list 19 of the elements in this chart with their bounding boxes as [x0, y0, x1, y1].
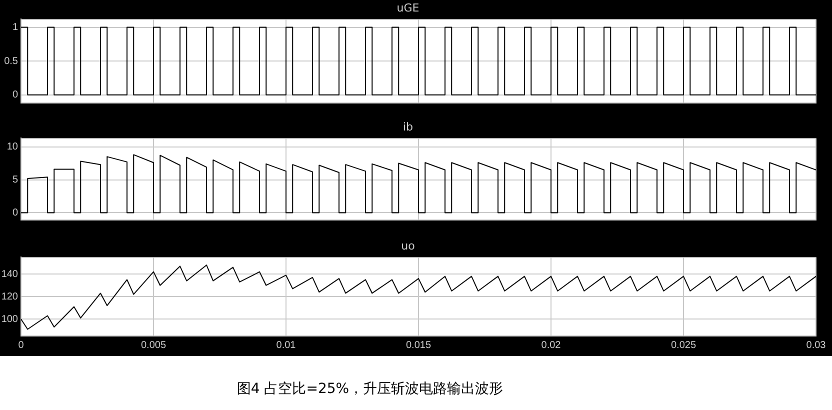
y-tick-label: 5	[12, 174, 18, 186]
caption: 图4 占空比=25%，升压斩波电路输出波形	[236, 380, 504, 398]
x-tick-label: 0.015	[406, 340, 432, 351]
x-tick-label: 0.01	[276, 340, 296, 351]
y-tick-label: 140	[1, 268, 18, 280]
x-tick-label: 0.005	[140, 340, 166, 351]
chart-title: uo	[401, 239, 416, 252]
y-tick-label: 10	[6, 142, 18, 153]
chart-title: uGE	[396, 1, 420, 14]
y-tick-label: 0	[12, 90, 18, 101]
y-tick-label: 1	[12, 22, 18, 34]
chart-title: ib	[402, 120, 414, 134]
y-tick-label: 100	[1, 314, 18, 325]
y-tick-label: 0	[12, 207, 18, 218]
x-tick-label: 0.025	[670, 340, 696, 351]
x-tick-label: 0.02	[541, 340, 562, 351]
y-tick-label: 0.5	[4, 56, 18, 67]
y-tick-label: 120	[1, 291, 18, 302]
x-tick-label: 0.03	[806, 340, 826, 351]
